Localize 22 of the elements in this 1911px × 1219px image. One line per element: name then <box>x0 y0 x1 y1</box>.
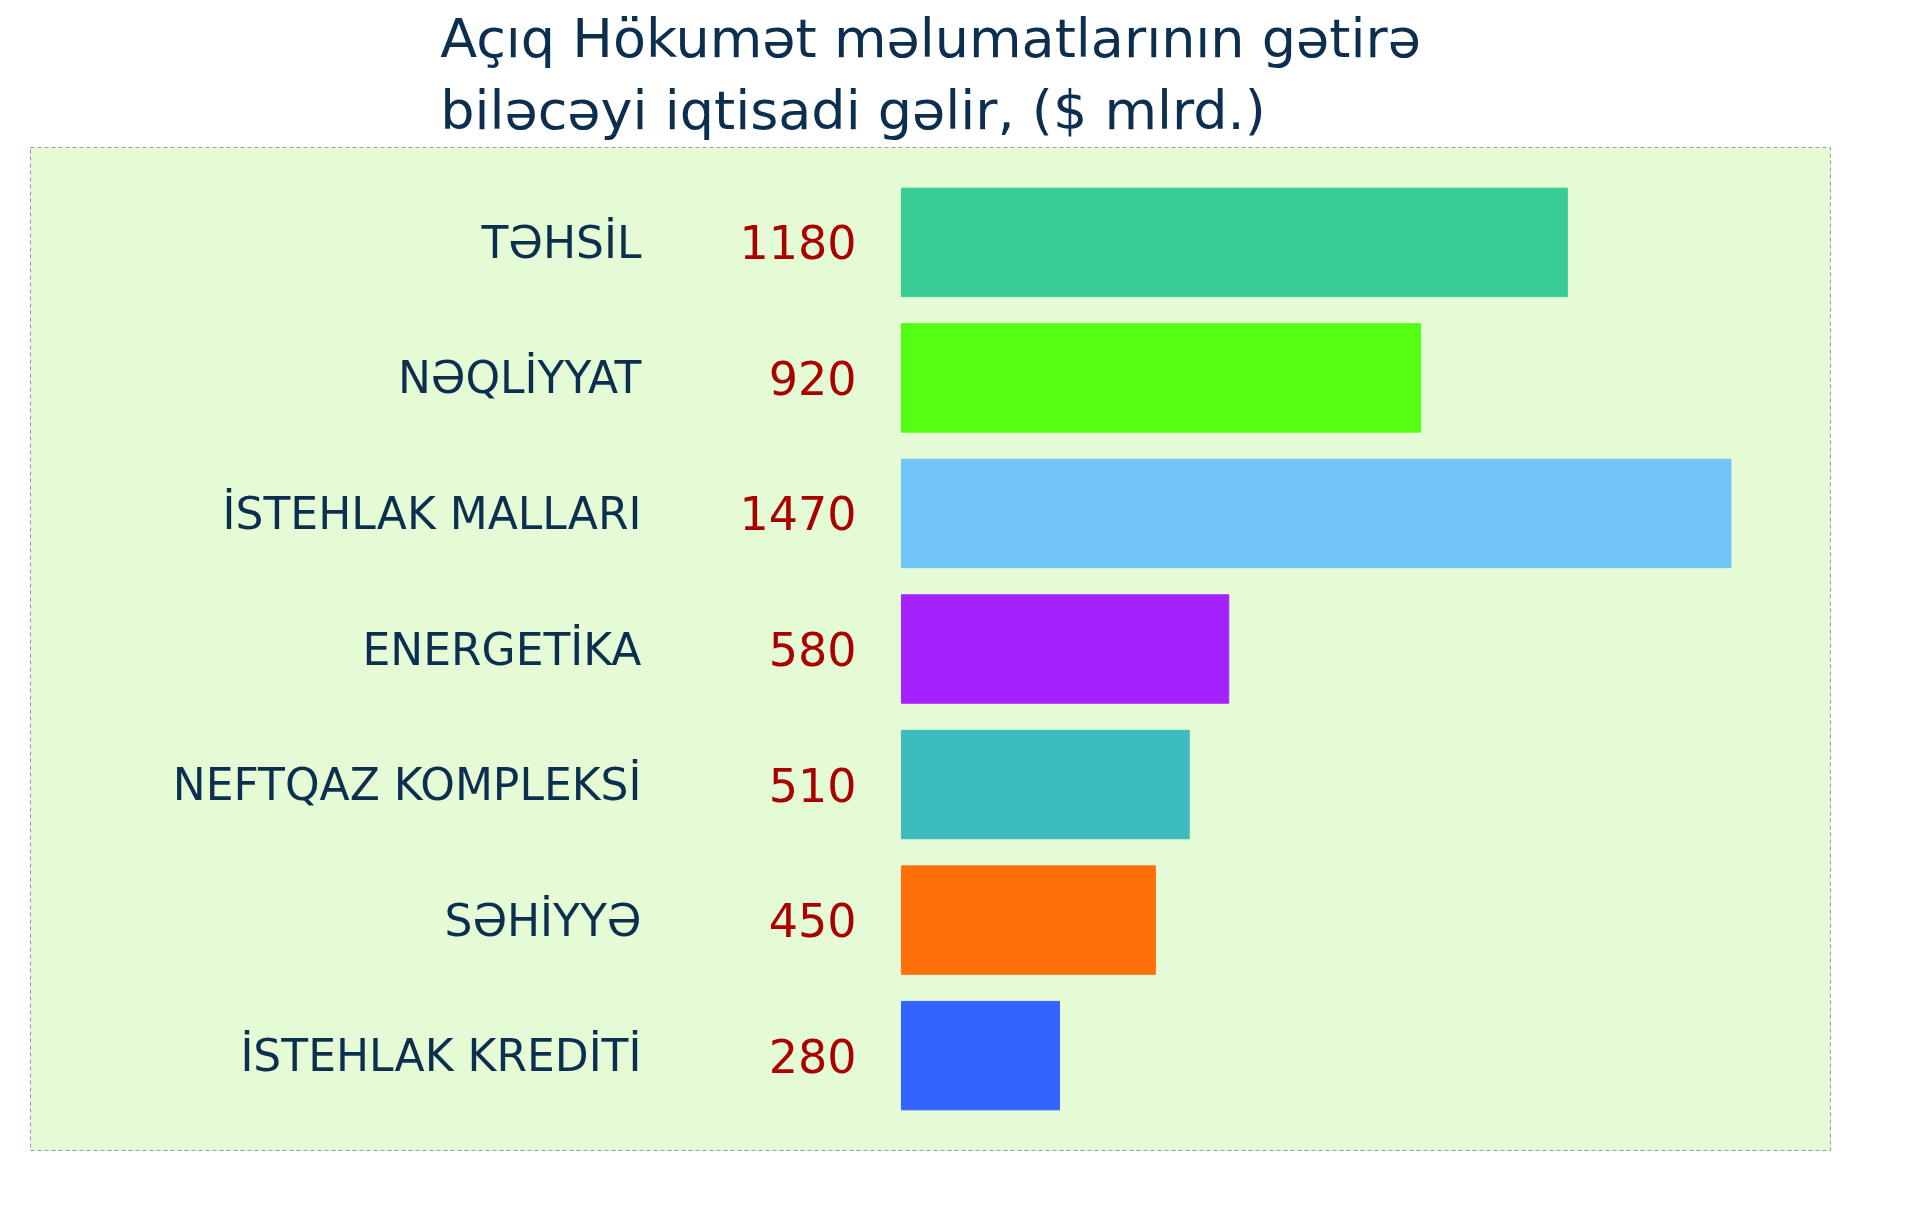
y-tick-label: ENERGETİKA <box>362 623 642 675</box>
data-label: 1470 <box>739 487 857 542</box>
y-tick-label: NƏQLİYYAT <box>397 352 642 404</box>
data-label: 920 <box>768 351 857 406</box>
data-label: 280 <box>768 1029 857 1084</box>
bar <box>900 865 1156 975</box>
y-tick-label: İSTEHLAK MALLARI <box>222 487 642 539</box>
bar <box>900 323 1422 433</box>
chart-title: Açıq Hökumət məlumatlarının gətirə biləcəyi iqtisadi gəlir, ($ mlrd.) <box>440 7 1421 143</box>
bar <box>900 594 1230 704</box>
data-label: 510 <box>768 758 857 813</box>
bar <box>900 1000 1060 1111</box>
data-label: 450 <box>768 894 857 949</box>
bar <box>900 187 1568 298</box>
data-label: 580 <box>768 623 857 677</box>
y-tick-label: İSTEHLAK KREDİTİ <box>240 1030 642 1082</box>
bar <box>900 458 1732 569</box>
y-tick-label: TƏHSİL <box>480 216 642 268</box>
bar <box>900 729 1190 840</box>
y-tick-label: NEFTQAZ KOMPLEKSİ <box>172 759 642 811</box>
data-label: 1180 <box>739 216 857 271</box>
y-tick-label: SƏHİYYƏ <box>444 894 642 946</box>
